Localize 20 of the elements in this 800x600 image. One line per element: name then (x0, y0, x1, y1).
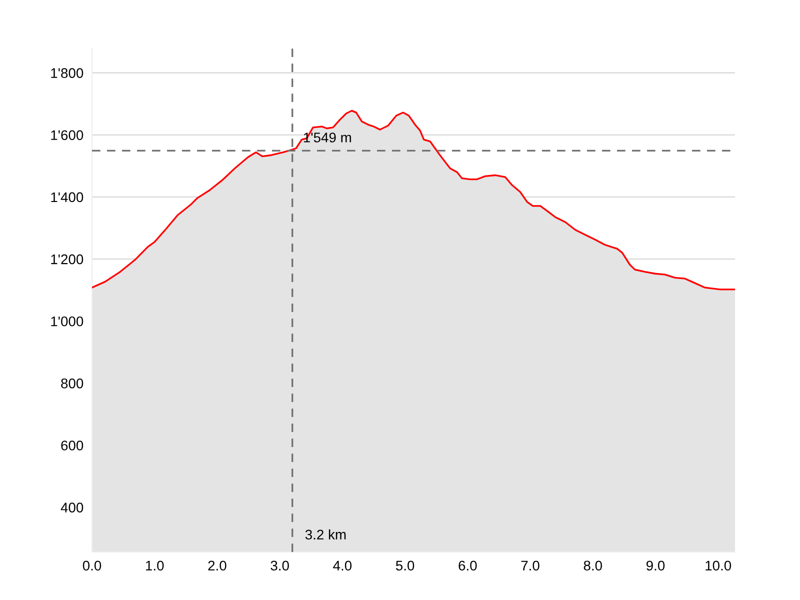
x-tick-label: 5.0 (396, 560, 414, 571)
x-tick-label: 8.0 (584, 560, 602, 571)
x-tick-label: 9.0 (646, 560, 665, 571)
x-tick-label: 4.0 (333, 560, 352, 571)
x-tick-label: 10.0 (706, 560, 732, 571)
y-tick-label: 1'000 (51, 316, 84, 326)
y-tick-label: 800 (61, 378, 84, 388)
ref-line-label: 3.2 km (305, 529, 346, 540)
y-tick-label: 600 (61, 440, 84, 450)
y-tick-label: 1'800 (51, 68, 84, 78)
y-tick-label: 1'600 (51, 130, 84, 140)
x-tick-label: 3.0 (270, 560, 289, 571)
y-tick-label: 1'200 (51, 254, 84, 264)
x-tick-label: 1.0 (146, 560, 164, 571)
x-tick-label: 2.0 (208, 560, 226, 571)
x-tick-label: 0.0 (82, 560, 102, 571)
y-tick-label: 400 (60, 502, 84, 512)
y-tick-label: 1'400 (51, 192, 84, 202)
x-tick-label: 6.0 (458, 560, 477, 571)
x-tick-label: 7.0 (521, 560, 540, 571)
